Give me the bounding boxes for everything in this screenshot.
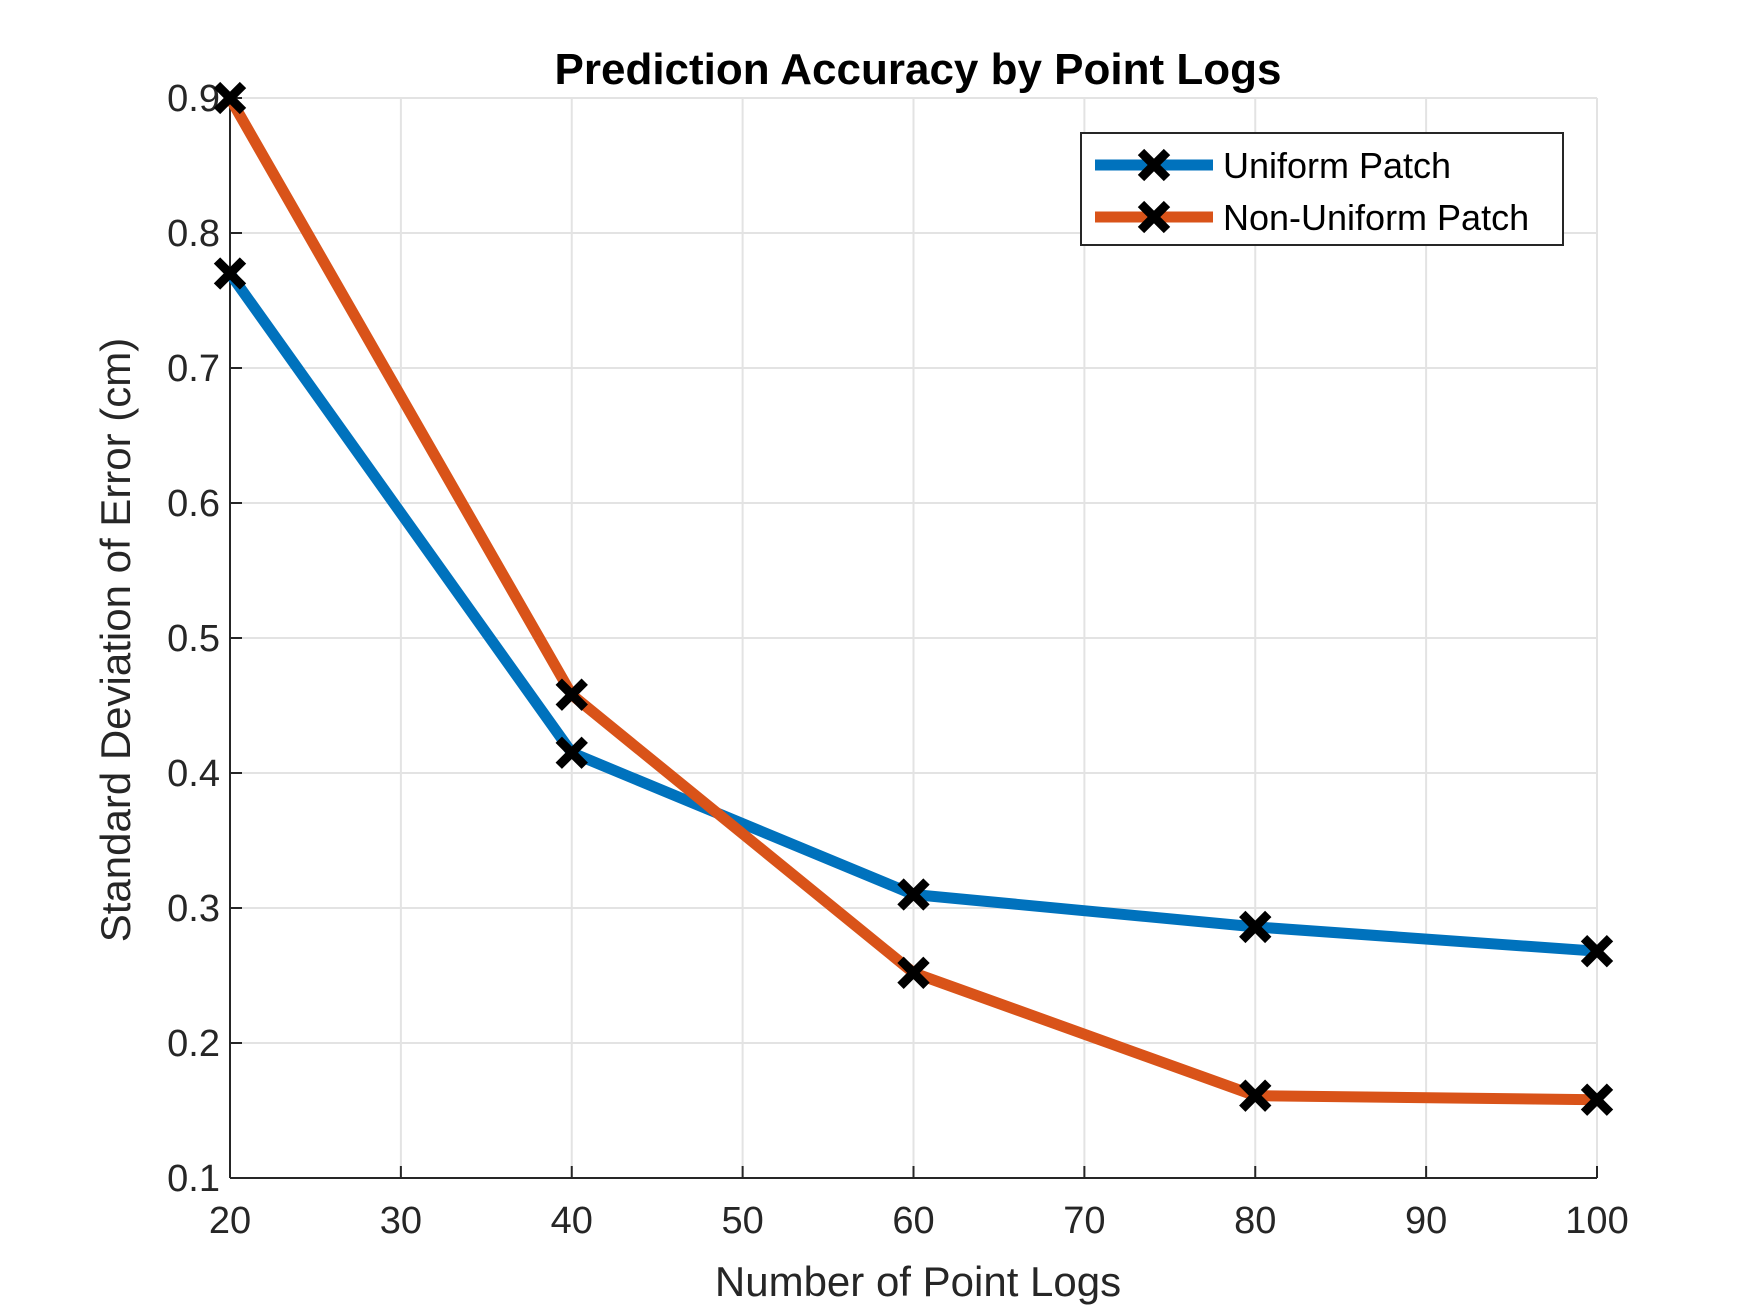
data-point-marker (213, 81, 247, 115)
x-axis-label: Number of Point Logs (715, 1258, 1121, 1305)
y-tick-label: 0.3 (167, 888, 220, 930)
y-tick-label: 0.8 (167, 213, 220, 255)
chart-title: Prediction Accuracy by Point Logs (555, 45, 1282, 94)
y-tick-label: 0.7 (167, 348, 220, 390)
legend-label-0: Uniform Patch (1223, 145, 1451, 186)
legend-entries: Uniform Patch Non-Uniform Patch (1095, 145, 1529, 238)
y-axis-label: Standard Deviation of Error (cm) (92, 338, 139, 943)
x-tick-label: 70 (1063, 1200, 1105, 1242)
x-tick-label: 80 (1234, 1200, 1276, 1242)
data-point-marker (555, 736, 588, 769)
y-tick-label: 0.9 (167, 78, 220, 120)
y-tick-label: 0.6 (167, 483, 220, 525)
data-point-marker (1239, 1079, 1272, 1112)
data-point-marker (1239, 910, 1272, 944)
data-point-marker (897, 956, 930, 989)
x-tick-label: 40 (551, 1200, 593, 1242)
legend-marker-0 (1137, 148, 1171, 182)
tick-labels: 20 30 40 50 60 70 80 90 100 0.1 0.2 0.3 0.4 0.5 0.6 0.7… (167, 78, 1629, 1242)
y-tick-label: 0.2 (167, 1023, 220, 1065)
y-tick-label: 0.4 (167, 753, 220, 795)
data-point-marker (555, 678, 588, 711)
legend: Uniform Patch Non-Uniform Patch (1080, 132, 1564, 246)
x-tick-label: 20 (209, 1200, 251, 1242)
y-tick-label: 0.5 (167, 618, 220, 660)
data-point-marker (213, 257, 247, 290)
data-point-marker (1580, 1083, 1614, 1116)
data-markers (213, 81, 1614, 1116)
x-tick-label: 30 (380, 1200, 422, 1242)
legend-label-1: Non-Uniform Patch (1223, 197, 1529, 238)
x-tick-label: 90 (1405, 1200, 1447, 1242)
x-tick-label: 100 (1565, 1200, 1628, 1242)
data-point-marker (1580, 935, 1614, 968)
x-tick-label: 60 (892, 1200, 934, 1242)
y-tick-label: 0.1 (167, 1158, 220, 1200)
data-point-marker (897, 878, 930, 911)
x-tick-label: 50 (721, 1200, 763, 1242)
legend-marker-1 (1137, 200, 1171, 234)
